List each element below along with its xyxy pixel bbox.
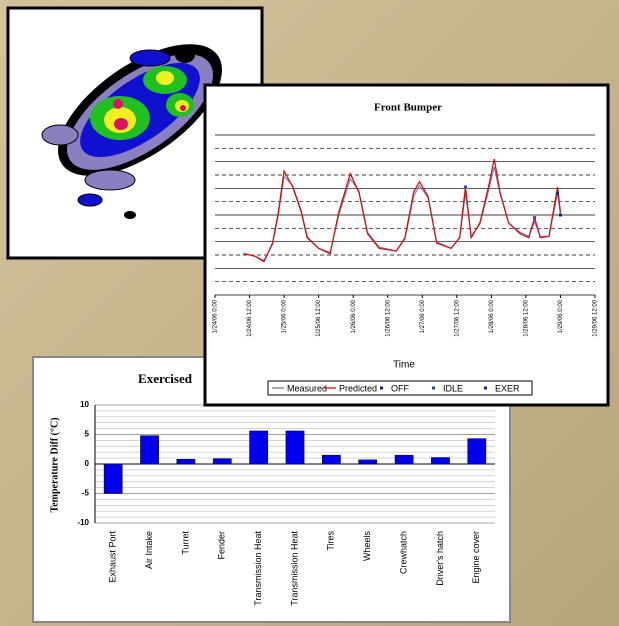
legend-label: Measured — [287, 383, 327, 393]
page: Exercised Temperature Diff (°C) -10 -5 0 5 1… — [0, 0, 619, 626]
line-panel: Front Bumper Time 1/24/06 0:00 1/24/06 12… — [205, 85, 608, 405]
x-tick-label: 1/26/06 0:00 — [351, 299, 357, 333]
x-tick-label: Tires — [326, 531, 336, 551]
y-tick-label: 0 — [85, 459, 90, 468]
x-tick-label: 1/27/06 0:00 — [420, 299, 426, 333]
bar-title: Exercised — [138, 371, 193, 386]
y-tick-label: -5 — [82, 489, 90, 498]
x-tick-label: 1/29/06 12:00 — [593, 299, 599, 336]
x-tick-label: Exhaust Port — [108, 531, 118, 583]
legend-swatch — [432, 387, 435, 390]
point-marker — [556, 192, 559, 195]
x-tick-label: Transmission Heat — [289, 531, 299, 606]
x-axis-label: Time — [393, 360, 415, 371]
x-tick-label: 1/24/06 0:00 — [213, 299, 219, 333]
x-tick-label: 1/25/06 12:00 — [316, 299, 322, 336]
legend-label: Predicted — [339, 383, 377, 393]
line-title: Front Bumper — [374, 102, 442, 114]
x-tick-label: Transmission Heat — [253, 531, 263, 606]
x-tick-label: 1/28/06 0:00 — [489, 299, 495, 333]
bar — [104, 464, 122, 494]
point-marker — [559, 214, 562, 217]
bar — [250, 431, 268, 464]
legend-label: EXER — [495, 383, 520, 393]
y-axis-label: Temperature Diff (°C) — [49, 417, 60, 512]
legend-swatch — [380, 387, 383, 390]
bar — [468, 439, 486, 464]
x-tick-label: 1/24/06 12:00 — [247, 299, 253, 336]
legend-label: IDLE — [443, 383, 463, 393]
x-tick-label: Engine cover — [471, 531, 481, 584]
x-tick-label: Air Intake — [144, 531, 154, 569]
x-tick-label: Crewhatch — [398, 531, 408, 574]
legend-label: OFF — [391, 383, 409, 393]
y-tick-label: 5 — [85, 430, 90, 439]
bar — [177, 459, 195, 464]
point-marker — [533, 216, 536, 219]
bar — [286, 431, 304, 464]
y-tick-label: 10 — [80, 400, 89, 409]
x-tick-label: 1/25/06 0:00 — [282, 299, 288, 333]
x-tick-label: 1/28/06 12:00 — [523, 299, 529, 336]
bar — [322, 455, 340, 464]
x-tick-label: 1/29/06 0:00 — [558, 299, 564, 333]
bar — [359, 460, 377, 464]
bar — [431, 458, 449, 464]
x-tick-label: 1/27/06 12:00 — [454, 299, 460, 336]
bar — [213, 459, 231, 464]
x-tick-label: Fender — [217, 531, 227, 560]
bar — [395, 455, 413, 464]
legend-swatch — [484, 387, 487, 390]
point-marker — [464, 186, 467, 189]
y-tick-label: -10 — [77, 518, 89, 527]
bar — [140, 436, 158, 464]
x-tick-label: Wheels — [362, 531, 372, 562]
x-tick-label: 1/26/06 12:00 — [385, 299, 391, 336]
x-tick-label: Driver's hatch — [435, 531, 445, 586]
x-tick-label: Turret — [180, 531, 190, 555]
